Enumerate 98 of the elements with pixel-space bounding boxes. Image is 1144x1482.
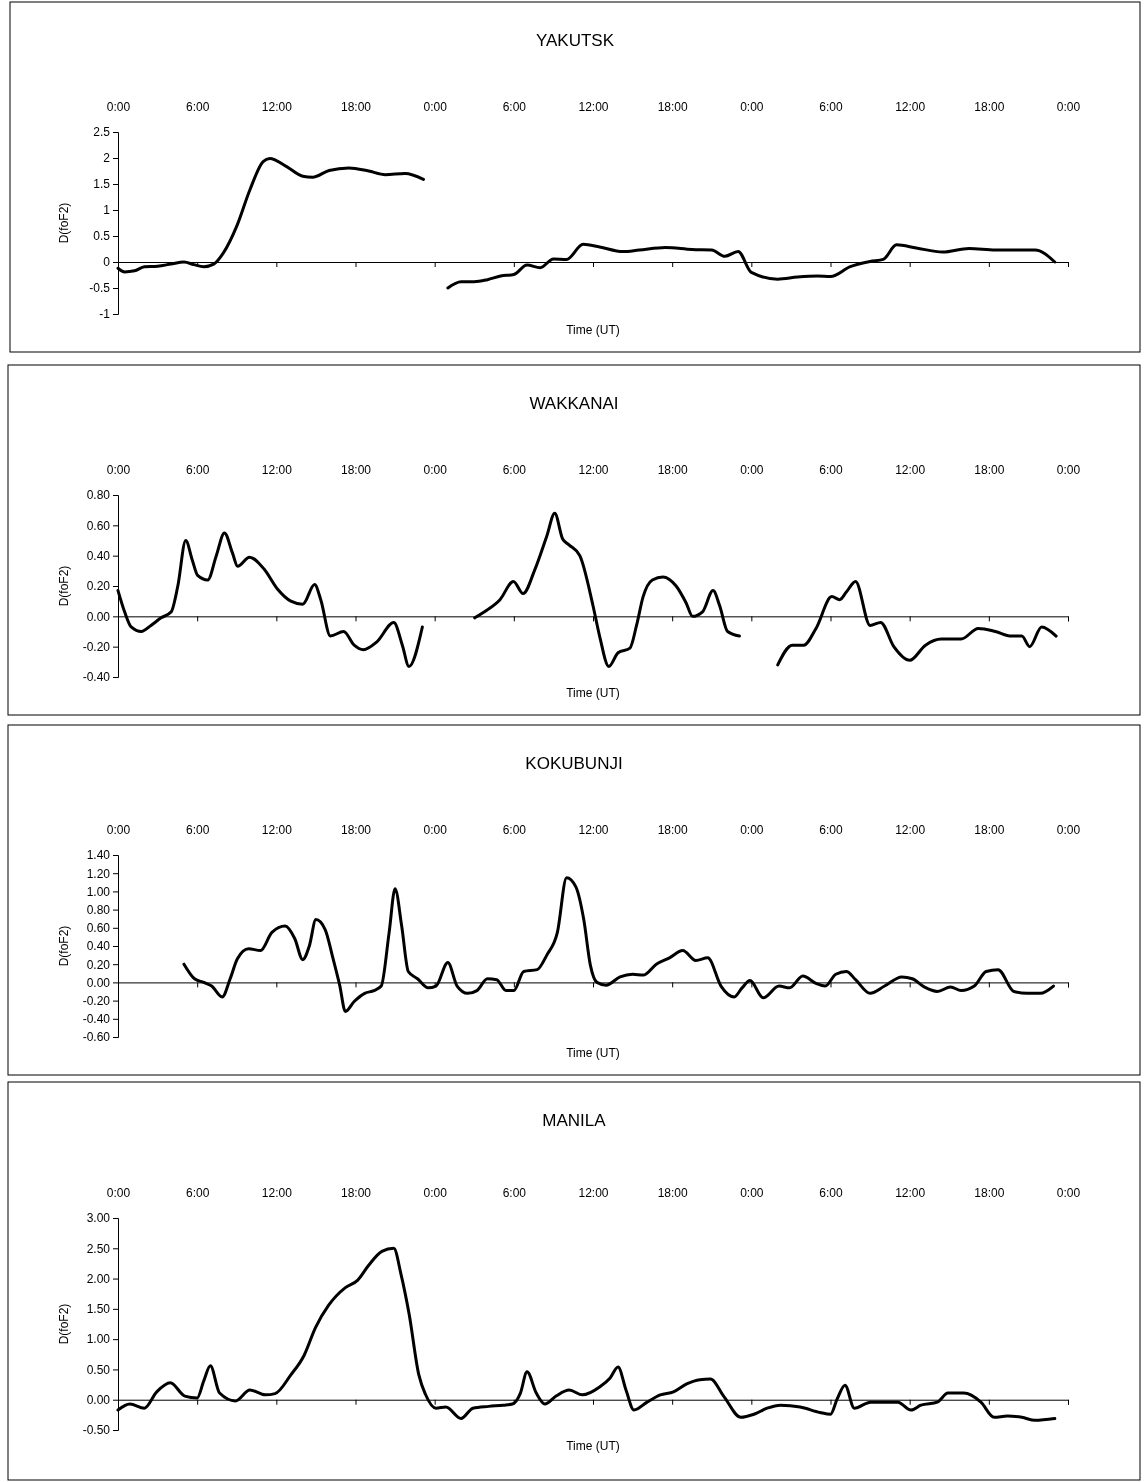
x-tick-label: 0:00 bbox=[106, 100, 131, 114]
chart-title: KOKUBUNJI bbox=[525, 754, 623, 773]
x-tick-label: 18:00 bbox=[340, 100, 372, 114]
x-tick-label: 18:00 bbox=[657, 463, 689, 477]
x-tick-label: 18:00 bbox=[974, 100, 1005, 114]
chart-title: YAKUTSK bbox=[535, 31, 615, 50]
y-tick-label: -0.50 bbox=[82, 1423, 111, 1438]
x-tick-label: 12:00 bbox=[895, 100, 926, 114]
x-tick-label: 6:00 bbox=[185, 1186, 210, 1200]
y-tick-label: 0.40 bbox=[86, 549, 111, 564]
x-tick-label: 6:00 bbox=[502, 463, 527, 477]
y-tick-label: 1.20 bbox=[86, 866, 111, 881]
y-tick-label: 0.00 bbox=[86, 1393, 111, 1408]
y-tick-label: 2.00 bbox=[86, 1271, 111, 1286]
x-tick-label: 0:00 bbox=[423, 1186, 448, 1200]
x-tick-label: 12:00 bbox=[578, 100, 609, 114]
y-tick-label: 0.80 bbox=[86, 902, 111, 917]
x-tick-label: 18:00 bbox=[340, 823, 372, 837]
x-tick-label: 18:00 bbox=[657, 100, 689, 114]
y-tick-label: 1.50 bbox=[86, 1302, 111, 1317]
x-tick-label: 0:00 bbox=[1056, 463, 1081, 477]
x-tick-label: 0:00 bbox=[1056, 100, 1081, 114]
x-tick-label: 0:00 bbox=[106, 1186, 131, 1200]
x-tick-label: 6:00 bbox=[185, 823, 210, 837]
x-tick-label: 0:00 bbox=[1056, 1186, 1081, 1200]
x-tick-label: 12:00 bbox=[578, 1186, 609, 1200]
x-tick-label: 6:00 bbox=[502, 1186, 527, 1200]
y-tick-label: 1.00 bbox=[86, 884, 111, 899]
y-tick-label: 0.40 bbox=[86, 939, 111, 954]
y-tick-label: 2.50 bbox=[86, 1241, 111, 1256]
y-tick-label: 0 bbox=[103, 255, 111, 270]
x-tick-label: 6:00 bbox=[819, 1186, 843, 1200]
x-tick-label: 12:00 bbox=[895, 823, 926, 837]
y-tick-label: 2 bbox=[103, 151, 111, 166]
y-tick-label: -0.20 bbox=[82, 993, 111, 1008]
x-tick-label: 0:00 bbox=[1056, 823, 1081, 837]
x-tick-label: 12:00 bbox=[895, 1186, 926, 1200]
chart-title: WAKKANAI bbox=[529, 394, 619, 413]
x-tick-label: 12:00 bbox=[895, 463, 926, 477]
y-tick-label: 0.20 bbox=[86, 957, 111, 972]
x-tick-label: 12:00 bbox=[261, 463, 293, 477]
y-tick-label: 0.00 bbox=[86, 609, 111, 624]
x-tick-label: 12:00 bbox=[261, 823, 293, 837]
x-tick-label: 0:00 bbox=[106, 823, 131, 837]
x-tick-label: 12:00 bbox=[578, 823, 609, 837]
x-tick-label: 18:00 bbox=[340, 463, 372, 477]
x-tick-label: 6:00 bbox=[819, 463, 843, 477]
y-tick-label: 2.5 bbox=[93, 125, 111, 140]
y-tick-label: 1.00 bbox=[86, 1332, 111, 1347]
x-tick-label: 0:00 bbox=[423, 823, 448, 837]
x-tick-label: 6:00 bbox=[185, 463, 210, 477]
x-tick-label: 12:00 bbox=[578, 463, 609, 477]
x-tick-label: 6:00 bbox=[819, 823, 843, 837]
x-tick-label: 6:00 bbox=[185, 100, 210, 114]
x-tick-label: 0:00 bbox=[740, 463, 764, 477]
x-tick-label: 0:00 bbox=[423, 100, 448, 114]
x-axis-title: Time (UT) bbox=[566, 1046, 620, 1060]
y-tick-label: -0.40 bbox=[82, 1012, 111, 1027]
y-tick-label: 0.80 bbox=[86, 488, 111, 503]
y-tick-label: 0.20 bbox=[86, 579, 111, 594]
x-tick-label: 18:00 bbox=[974, 823, 1005, 837]
y-tick-label: -1 bbox=[99, 307, 111, 322]
chart-title: MANILA bbox=[542, 1111, 607, 1130]
x-tick-label: 12:00 bbox=[261, 1186, 293, 1200]
x-tick-label: 0:00 bbox=[740, 100, 764, 114]
x-tick-label: 12:00 bbox=[261, 100, 293, 114]
x-tick-label: 18:00 bbox=[974, 1186, 1005, 1200]
x-tick-label: 0:00 bbox=[106, 463, 131, 477]
y-tick-label: 0.50 bbox=[86, 1362, 111, 1377]
y-axis-title: D(foF2) bbox=[57, 565, 71, 607]
x-axis-title: Time (UT) bbox=[566, 1439, 620, 1453]
x-tick-label: 6:00 bbox=[819, 100, 843, 114]
x-tick-label: 18:00 bbox=[974, 463, 1005, 477]
x-tick-label: 0:00 bbox=[423, 463, 448, 477]
y-tick-label: 3.00 bbox=[86, 1211, 111, 1226]
y-tick-label: -0.5 bbox=[89, 281, 111, 296]
y-tick-label: -0.60 bbox=[82, 1030, 111, 1045]
x-tick-label: 18:00 bbox=[657, 1186, 689, 1200]
x-tick-label: 6:00 bbox=[502, 823, 527, 837]
y-axis-title: D(foF2) bbox=[57, 202, 71, 244]
y-tick-label: 1 bbox=[103, 203, 111, 218]
y-tick-label: -0.20 bbox=[82, 640, 111, 655]
x-tick-label: 0:00 bbox=[740, 1186, 764, 1200]
x-tick-label: 6:00 bbox=[502, 100, 527, 114]
x-tick-label: 0:00 bbox=[740, 823, 764, 837]
y-tick-label: 0.60 bbox=[86, 518, 111, 533]
x-axis-title: Time (UT) bbox=[566, 686, 620, 700]
y-tick-label: 0.5 bbox=[93, 229, 111, 244]
x-axis-title: Time (UT) bbox=[566, 323, 620, 337]
x-tick-label: 18:00 bbox=[657, 823, 689, 837]
y-tick-label: 0.60 bbox=[86, 921, 111, 936]
y-tick-label: 1.40 bbox=[86, 848, 111, 863]
y-tick-label: 0.00 bbox=[86, 975, 111, 990]
y-axis-title: D(foF2) bbox=[57, 1303, 71, 1345]
y-tick-label: -0.40 bbox=[82, 670, 111, 685]
y-axis-title: D(foF2) bbox=[57, 925, 71, 967]
y-tick-label: 1.5 bbox=[93, 177, 111, 192]
x-tick-label: 18:00 bbox=[340, 1186, 372, 1200]
